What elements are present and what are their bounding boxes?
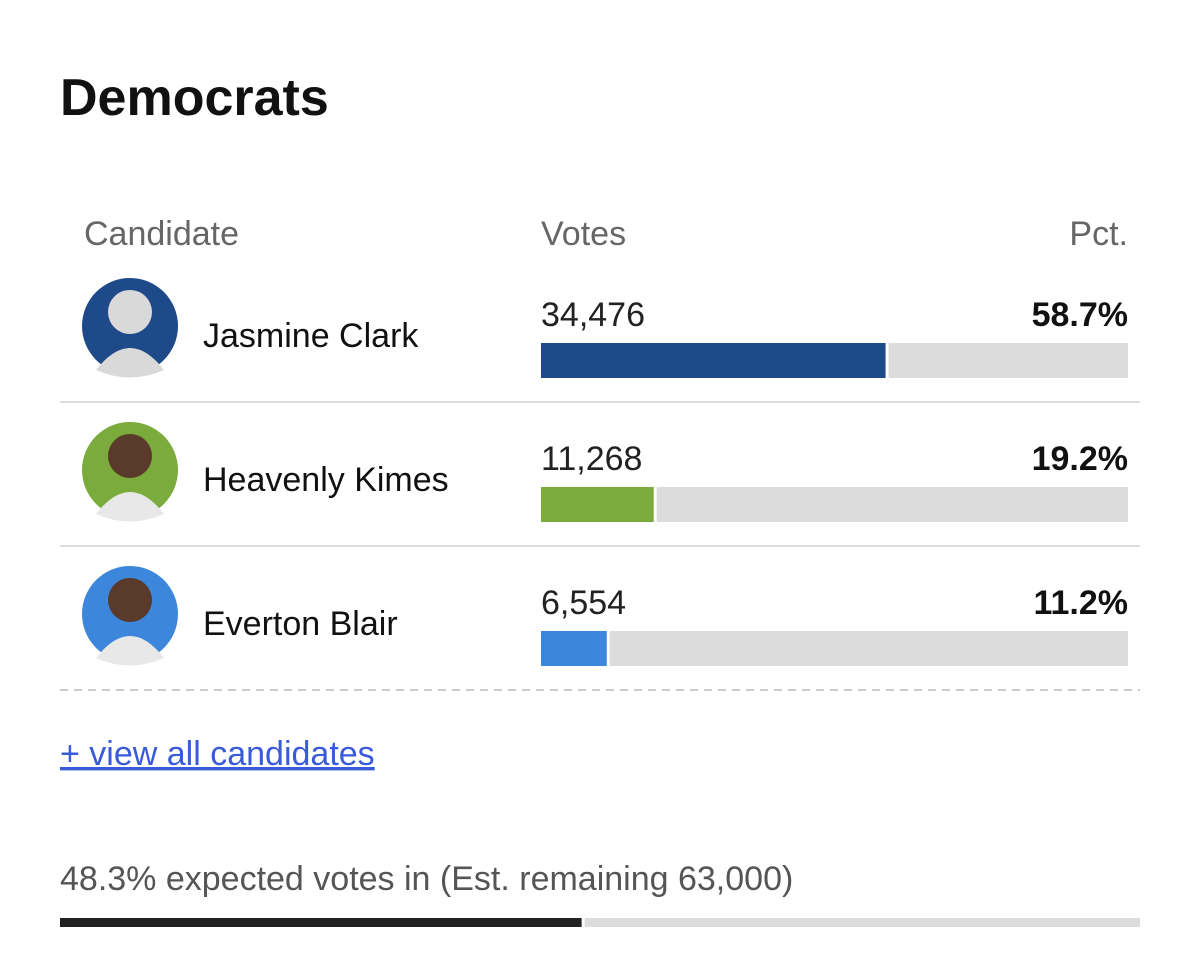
vote-pct: 11.2% — [1033, 584, 1128, 622]
header-pct: Pct. — [1069, 215, 1128, 253]
bar-gap — [653, 487, 657, 522]
vote-pct: 19.2% — [1032, 440, 1128, 478]
footer-text: 48.3% expected votes in (Est. remaining … — [60, 860, 793, 898]
avatar-body — [96, 492, 164, 522]
header-candidate: Candidate — [84, 215, 239, 253]
view-all-link[interactable]: + view all candidates — [60, 735, 375, 773]
progress-track — [60, 918, 1140, 927]
progress-gap — [581, 918, 585, 927]
candidate-name: Everton Blair — [203, 605, 398, 643]
vote-bar — [541, 487, 654, 522]
avatar-body — [96, 348, 164, 378]
avatar-face — [108, 434, 152, 478]
avatar-face — [108, 290, 152, 334]
vote-count: 34,476 — [541, 296, 645, 334]
bar-track — [541, 631, 1128, 666]
candidate-name: Jasmine Clark — [203, 317, 419, 355]
vote-bar — [541, 343, 886, 378]
avatar-face — [108, 578, 152, 622]
party-title: Democrats — [60, 69, 329, 127]
bar-gap — [606, 631, 610, 666]
vote-bar — [541, 631, 607, 666]
vote-count: 11,268 — [541, 440, 642, 478]
bar-gap — [885, 343, 889, 378]
vote-count: 6,554 — [541, 584, 626, 622]
header-votes: Votes — [541, 215, 626, 253]
candidate-name: Heavenly Kimes — [203, 461, 449, 499]
vote-pct: 58.7% — [1032, 296, 1128, 334]
avatar-body — [96, 636, 164, 666]
progress-bar — [60, 918, 582, 927]
